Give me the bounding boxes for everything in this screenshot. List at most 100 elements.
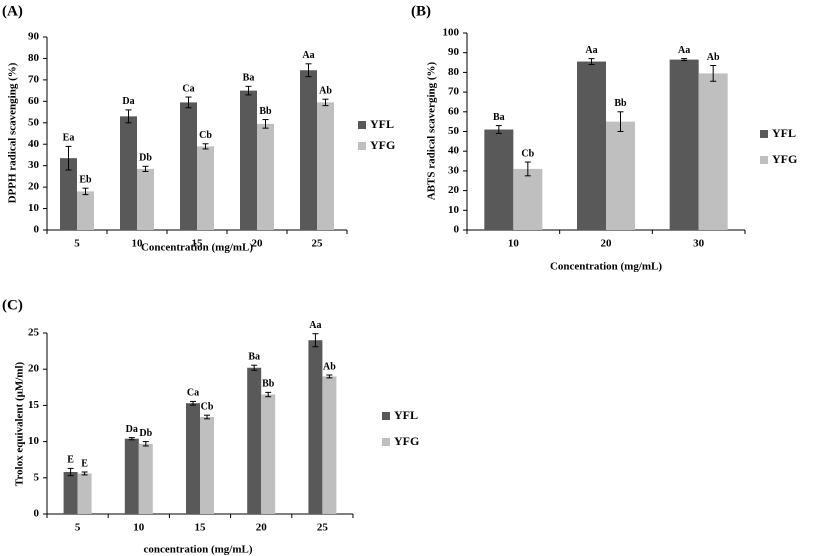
- bar-yfg: [138, 443, 153, 514]
- data-label: E: [81, 458, 88, 469]
- bar-yfl: [120, 116, 137, 230]
- x-tick-label: 10: [133, 522, 145, 534]
- bar-yfl: [124, 438, 139, 514]
- y-tick-label: 10: [28, 202, 40, 214]
- x-axis-title: Concentration (mg/mL): [141, 242, 253, 254]
- bar-yfg: [606, 121, 635, 230]
- bar-yfl: [180, 102, 197, 230]
- y-tick-label: 80: [28, 52, 40, 64]
- bar-yfg: [257, 123, 274, 230]
- bar-yfg: [200, 416, 214, 514]
- data-label: Ba: [243, 73, 255, 84]
- y-tick-label: 90: [448, 46, 460, 58]
- bar-yfl: [247, 367, 262, 514]
- data-label: Aa: [678, 45, 690, 56]
- bar-yfg: [137, 168, 154, 230]
- x-axis-title: concentration (mg/mL): [143, 544, 252, 556]
- legend-label: YFL: [772, 126, 796, 140]
- y-tick-label: 90: [28, 31, 40, 43]
- x-tick-label: 10: [132, 238, 144, 250]
- x-tick-label: 30: [693, 238, 705, 250]
- chart-panel-b: (B) 0 10 20 30 40 50 60 70 80 90 100 10 20 30 Concentra…: [411, 3, 797, 272]
- data-label: Cb: [201, 401, 214, 412]
- y-tick-label: 0: [34, 224, 40, 236]
- legend-label: YFG: [370, 138, 395, 152]
- x-tick-label: 10: [508, 238, 520, 250]
- chart-panel-a: (A) 0 10 20 30 40 50 60 70 80 90 5 10 15 20 25 Concentra…: [2, 3, 395, 253]
- x-axis-title: Concentration (mg/mL): [550, 261, 662, 273]
- y-axis-title: ABTS radical scaverging (%): [426, 61, 438, 200]
- legend-swatch-yfg: [358, 142, 366, 150]
- bar-yfl: [240, 90, 257, 230]
- y-tick-label: 0: [34, 508, 40, 520]
- y-tick-label: 5: [34, 471, 40, 483]
- legend-swatch-yfl: [358, 121, 366, 129]
- y-tick-label: 20: [28, 363, 40, 375]
- legend-swatch-yfl: [760, 130, 768, 138]
- y-tick-label: 70: [28, 73, 40, 85]
- y-tick-label: 60: [448, 105, 460, 117]
- data-label: Cb: [199, 130, 212, 141]
- bar-yfl: [186, 403, 200, 514]
- x-tick-label: 5: [75, 522, 81, 534]
- data-label: Aa: [309, 320, 321, 331]
- legend-swatch-yfg: [382, 438, 390, 446]
- data-label: Ab: [323, 361, 336, 372]
- y-tick-label: 10: [28, 435, 40, 447]
- data-label: E: [67, 455, 74, 466]
- bar-yfg: [261, 394, 276, 514]
- x-tick-label: 20: [256, 522, 268, 534]
- y-tick-label: 50: [448, 125, 460, 137]
- bar-yfg: [317, 102, 334, 230]
- data-label: Da: [126, 424, 138, 435]
- data-label: Cb: [521, 148, 534, 159]
- y-tick-label: 70: [448, 86, 460, 98]
- bar-yfl: [484, 129, 514, 230]
- data-label: Aa: [302, 50, 314, 61]
- legend-label: YFG: [772, 152, 797, 166]
- bar-yfl: [63, 472, 78, 514]
- y-axis-title: Trolox equivalent (μM/ml): [14, 361, 26, 486]
- x-tick-label: 5: [74, 238, 80, 250]
- y-axis-title: DPPH radical scavenging (%): [7, 62, 19, 203]
- x-tick-label: 25: [312, 238, 324, 250]
- y-tick-label: 20: [448, 184, 460, 196]
- y-tick-label: 80: [448, 66, 460, 78]
- legend-label: YFG: [394, 434, 419, 448]
- x-tick-label: 15: [195, 522, 207, 534]
- bar-yfg: [197, 146, 214, 230]
- x-tick-label: 25: [317, 522, 329, 534]
- data-label: Ba: [493, 112, 505, 123]
- bar-yfg: [513, 168, 543, 230]
- data-label: Ba: [248, 352, 260, 363]
- data-label: Db: [139, 153, 152, 164]
- bar-yfg: [698, 73, 728, 230]
- bar-yfl: [669, 59, 699, 230]
- y-tick-label: 20: [28, 181, 40, 193]
- legend-label: YFL: [394, 408, 418, 422]
- y-tick-label: 50: [28, 116, 40, 128]
- panel-label: (A): [2, 3, 23, 19]
- data-label: Aa: [585, 45, 597, 56]
- y-tick-label: 30: [448, 164, 460, 176]
- panel-label: (C): [2, 297, 23, 313]
- data-label: Ca: [182, 83, 194, 94]
- bar-yfg: [77, 191, 94, 230]
- legend-label: YFL: [370, 117, 394, 131]
- x-tick-label: 20: [601, 238, 613, 250]
- y-tick-label: 100: [443, 27, 460, 39]
- y-tick-label: 40: [448, 145, 460, 157]
- x-tick-label: 15: [192, 238, 204, 250]
- panel-label: (B): [411, 3, 431, 19]
- data-label: Ca: [187, 388, 199, 399]
- y-tick-label: 25: [28, 327, 40, 339]
- data-label: Bb: [614, 98, 627, 109]
- y-tick-label: 10: [448, 204, 460, 216]
- data-label: Bb: [262, 379, 275, 390]
- data-label: Eb: [79, 174, 92, 185]
- bar-yfl: [300, 70, 317, 230]
- y-tick-label: 30: [28, 159, 40, 171]
- data-label: Bb: [259, 106, 272, 117]
- data-label: Da: [122, 96, 134, 107]
- y-tick-label: 15: [28, 399, 40, 411]
